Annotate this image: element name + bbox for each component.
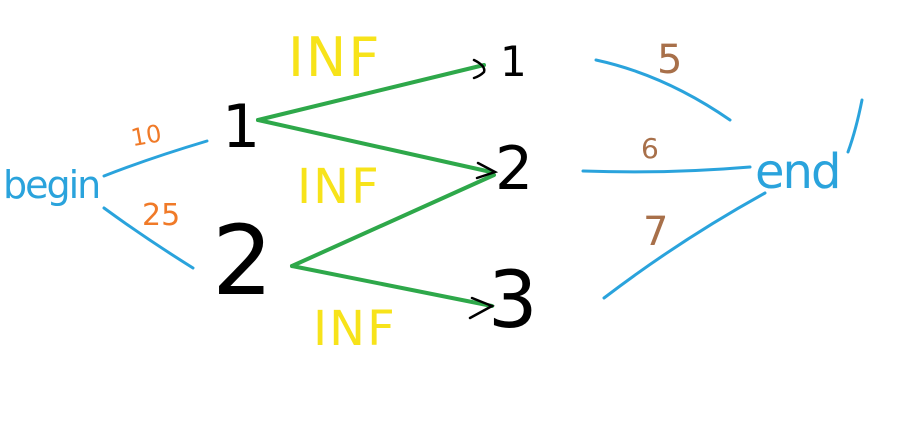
capacity-inf-bottom: INF	[313, 301, 397, 357]
capacity-right-2-end: 6	[641, 132, 659, 165]
edge-left-1-to-right-2	[256, 118, 493, 174]
right-node-3: 3	[488, 256, 538, 346]
end-stroke-mark	[846, 98, 864, 154]
arrowheads	[468, 58, 499, 320]
edge-left-2-to-right-2	[290, 173, 496, 268]
sink-node-label: end	[755, 144, 839, 200]
edge-begin-to-left-1	[102, 139, 209, 178]
right-node-1: 1	[500, 37, 527, 86]
edge-right-2-to-end	[581, 165, 752, 174]
capacity-inf-top: INF	[288, 26, 381, 89]
right-node-2: 2	[495, 134, 533, 204]
edge-right-3-to-end	[602, 191, 767, 300]
arrowhead-right-2	[475, 161, 499, 180]
edge-begin-to-left-2	[102, 206, 195, 270]
middle-edges	[256, 63, 496, 308]
left-node-2: 2	[212, 205, 273, 317]
capacity-right-1-end: 5	[657, 37, 682, 83]
source-node-label: begin	[3, 163, 99, 207]
capacity-begin-left-1: 10	[129, 119, 164, 152]
edge-right-1-to-end	[594, 58, 732, 122]
sink-edges	[581, 58, 767, 300]
source-edges	[102, 139, 209, 270]
capacity-right-3-end: 7	[643, 209, 668, 255]
edge-left-2-to-right-3	[290, 264, 494, 308]
edge-left-1-to-right-1	[256, 63, 486, 122]
capacity-inf-middle: INF	[297, 159, 381, 215]
left-node-1: 1	[222, 92, 260, 162]
capacity-begin-left-2: 25	[142, 198, 180, 233]
arrowhead-right-1	[472, 58, 486, 80]
arrowhead-right-3	[468, 296, 495, 320]
